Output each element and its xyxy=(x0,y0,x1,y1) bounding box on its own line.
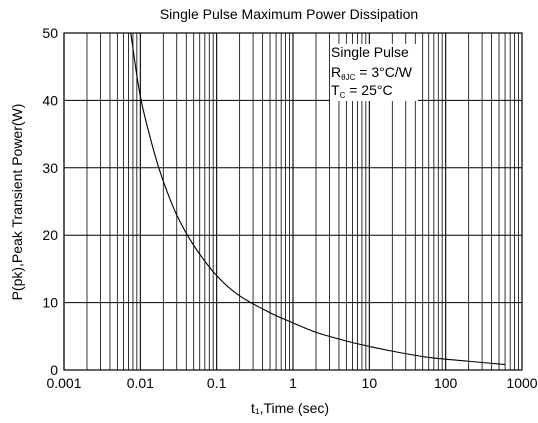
x-axis-label: t₁,Time (sec) xyxy=(251,400,329,416)
annotation-background xyxy=(330,44,418,101)
annotation-r-symbol: R xyxy=(331,64,341,80)
annotation-t-symbol: T xyxy=(331,82,340,98)
annotation: Single Pulse RθJC = 3°C/W TC = 25°C xyxy=(330,44,418,101)
y-tick-label: 0 xyxy=(50,362,58,378)
y-tick-label: 30 xyxy=(42,160,58,176)
x-tick-label: 0.001 xyxy=(46,375,81,391)
y-tick-label: 20 xyxy=(42,227,58,243)
annotation-t-value: = 25°C xyxy=(345,82,392,98)
x-tick-label: 1000 xyxy=(506,375,537,391)
y-tick-label: 10 xyxy=(42,295,58,311)
x-tick-label: 1 xyxy=(289,375,297,391)
series-line xyxy=(130,32,506,366)
x-tick-label: 0.01 xyxy=(127,375,154,391)
x-tick-labels: 0.001 0.01 0.1 1 10 100 1000 xyxy=(46,375,537,391)
x-tick-label: 10 xyxy=(362,375,378,391)
y-axis-label: P(pk),Peak Transient Power(W) xyxy=(9,104,25,301)
annotation-line-1: Single Pulse xyxy=(331,44,409,60)
y-tick-label: 50 xyxy=(42,25,58,41)
grid xyxy=(63,32,522,371)
chart-title: Single Pulse Maximum Power Dissipation xyxy=(160,6,418,22)
annotation-r-subscript: θJC xyxy=(341,73,355,82)
annotation-line-2: RθJC = 3°C/W xyxy=(331,64,413,82)
annotation-t-subscript: C xyxy=(340,91,346,100)
y-tick-label: 40 xyxy=(42,92,58,108)
plot-border xyxy=(63,32,523,371)
x-tick-label: 100 xyxy=(434,375,458,391)
annotation-r-value: = 3°C/W xyxy=(355,64,412,80)
annotation-line-3: TC = 25°C xyxy=(331,82,393,100)
y-tick-labels: 0 10 20 30 40 50 xyxy=(42,25,58,378)
x-tick-label: 0.1 xyxy=(207,375,227,391)
